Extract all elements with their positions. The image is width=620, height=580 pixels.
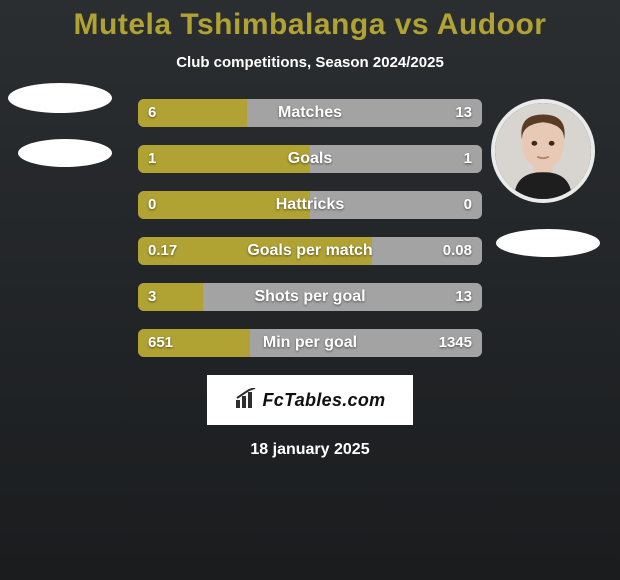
player-avatar-icon bbox=[495, 103, 591, 199]
player-left-placeholder-2 bbox=[18, 139, 112, 167]
subtitle: Club competitions, Season 2024/2025 bbox=[0, 54, 620, 71]
player-right-placeholder bbox=[496, 229, 600, 257]
logo-box: FcTables.com bbox=[207, 375, 413, 425]
logo-chart-icon bbox=[235, 388, 259, 413]
stat-label: Matches bbox=[138, 99, 482, 127]
logo-text: FcTables.com bbox=[263, 390, 386, 411]
player-left-placeholder-1 bbox=[8, 83, 112, 113]
stats-bars: 613Matches 11Goals 00Hattricks 0.170.08Goal… bbox=[138, 99, 482, 357]
stat-label: Min per goal bbox=[138, 329, 482, 357]
stat-row: 11Goals bbox=[138, 145, 482, 173]
stat-label: Goals bbox=[138, 145, 482, 173]
stat-label: Shots per goal bbox=[138, 283, 482, 311]
player-right-avatar bbox=[491, 99, 595, 203]
stat-row: 613Matches bbox=[138, 99, 482, 127]
stat-row: 00Hattricks bbox=[138, 191, 482, 219]
page-title: Mutela Tshimbalanga vs Audoor bbox=[0, 0, 620, 42]
stat-row: 0.170.08Goals per match bbox=[138, 237, 482, 265]
stat-row: 6511345Min per goal bbox=[138, 329, 482, 357]
stat-label: Hattricks bbox=[138, 191, 482, 219]
stat-label: Goals per match bbox=[138, 237, 482, 265]
comparison-card: Mutela Tshimbalanga vs Audoor Club compe… bbox=[0, 0, 620, 580]
date-label: 18 january 2025 bbox=[0, 441, 620, 459]
content-area: 613Matches 11Goals 00Hattricks 0.170.08Goal… bbox=[0, 99, 620, 459]
stat-row: 313Shots per goal bbox=[138, 283, 482, 311]
